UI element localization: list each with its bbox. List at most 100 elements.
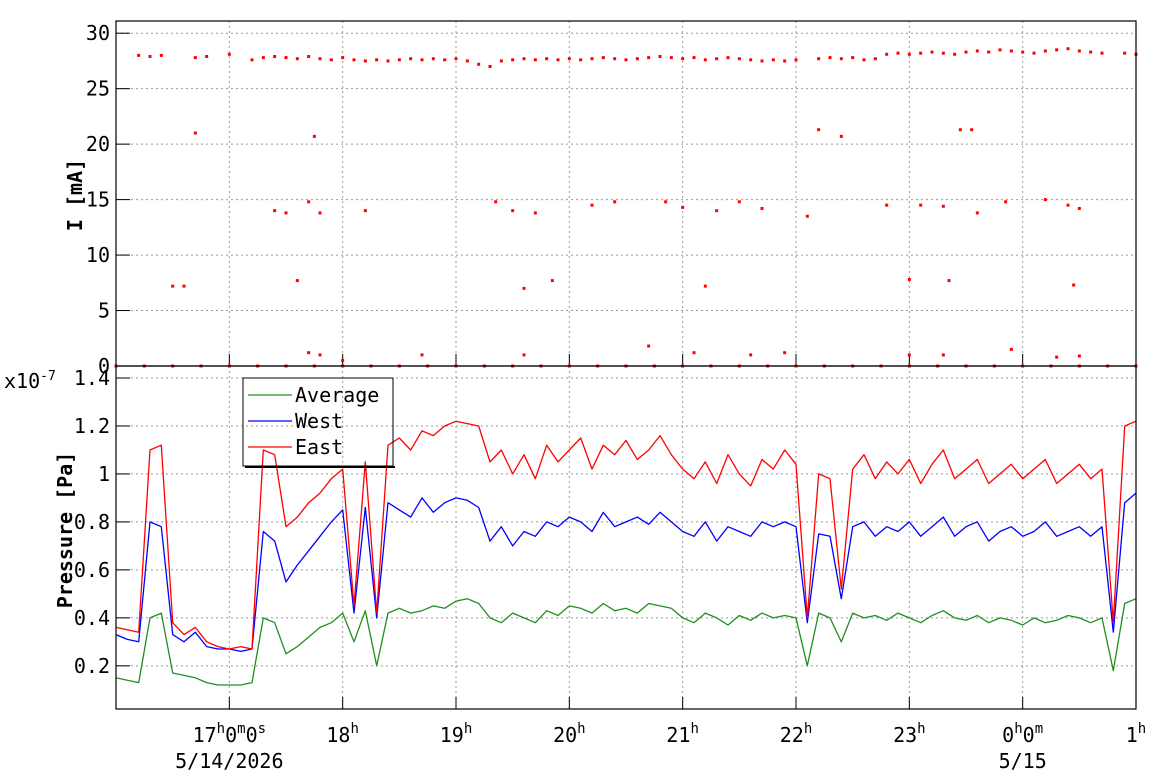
point [420, 58, 424, 62]
point [907, 52, 911, 56]
point [771, 58, 775, 62]
plot-frame [115, 365, 1137, 710]
point [817, 57, 821, 61]
point [454, 57, 458, 61]
date-label: 5/15 [999, 749, 1047, 773]
point [703, 58, 707, 62]
y-tick-label: 0 [98, 354, 110, 378]
point [613, 200, 617, 204]
point [477, 62, 481, 66]
x-tick-label: 22h [780, 721, 813, 747]
point [307, 200, 311, 204]
point [975, 211, 979, 215]
point [726, 56, 730, 60]
point [329, 58, 333, 62]
point [556, 58, 560, 62]
point [783, 351, 787, 355]
point [318, 211, 322, 215]
point [624, 58, 628, 62]
point [148, 54, 152, 58]
point [941, 353, 945, 357]
point [511, 209, 515, 213]
point [1077, 354, 1081, 358]
point [159, 53, 163, 57]
legend-label: Average [295, 383, 379, 407]
point [1077, 49, 1081, 53]
point [550, 279, 554, 283]
point [919, 51, 923, 55]
point [579, 58, 583, 62]
point [975, 49, 979, 53]
x-tick-label: 23h [893, 721, 926, 747]
date-label: 5/14/2026 [175, 749, 283, 773]
point [794, 58, 798, 62]
point [409, 57, 413, 61]
point [545, 57, 549, 61]
point [312, 134, 316, 138]
point [511, 58, 515, 62]
point [998, 48, 1002, 52]
point [692, 56, 696, 60]
point [522, 286, 526, 290]
point [1066, 47, 1070, 51]
point [341, 56, 345, 60]
point [703, 284, 707, 288]
point [885, 203, 889, 207]
point [431, 57, 435, 61]
point [273, 54, 277, 58]
point [919, 203, 923, 207]
point [737, 57, 741, 61]
point [193, 56, 197, 60]
point [363, 209, 367, 213]
point [318, 353, 322, 357]
point [1043, 49, 1047, 53]
x-tick-label: 19h [440, 721, 473, 747]
point [930, 50, 934, 54]
point [443, 58, 447, 62]
y-tick-label: 15 [86, 188, 110, 212]
point [273, 209, 277, 213]
point [817, 128, 821, 132]
point [397, 58, 401, 62]
point [352, 58, 356, 62]
x-tick-label: 18h [326, 721, 359, 747]
point [681, 57, 685, 61]
y-tick-label: 1.2 [74, 414, 110, 438]
y-tick-label: 30 [86, 21, 110, 45]
x-tick-label: 21h [666, 721, 699, 747]
point [749, 353, 753, 357]
point [261, 56, 265, 60]
point [970, 128, 974, 132]
y-axis-title: I [mA] [63, 159, 87, 231]
point [522, 57, 526, 61]
point [307, 54, 311, 58]
point [805, 214, 809, 218]
point [318, 57, 322, 61]
y-tick-label: 1 [98, 462, 110, 486]
point [862, 58, 866, 62]
point [664, 200, 668, 204]
point [1089, 50, 1093, 54]
point [760, 206, 764, 210]
point [341, 358, 345, 362]
y-tick-label: 1.4 [74, 366, 110, 390]
point [839, 134, 843, 138]
y-tick-label: 0.2 [74, 654, 110, 678]
point [295, 279, 299, 283]
y-axis-title: Pressure [Pa] [53, 452, 77, 609]
point [533, 211, 537, 215]
point [533, 58, 537, 62]
point [1072, 283, 1076, 287]
point [1123, 51, 1127, 55]
point [363, 59, 367, 63]
y-tick-label: 0.6 [74, 558, 110, 582]
point [941, 51, 945, 55]
point [488, 64, 492, 68]
point [465, 59, 469, 63]
point [295, 57, 299, 61]
y-tick-label: 10 [86, 243, 110, 267]
y-tick-label: 20 [86, 132, 110, 156]
x-tick-label: 17h0m0s [193, 721, 266, 747]
